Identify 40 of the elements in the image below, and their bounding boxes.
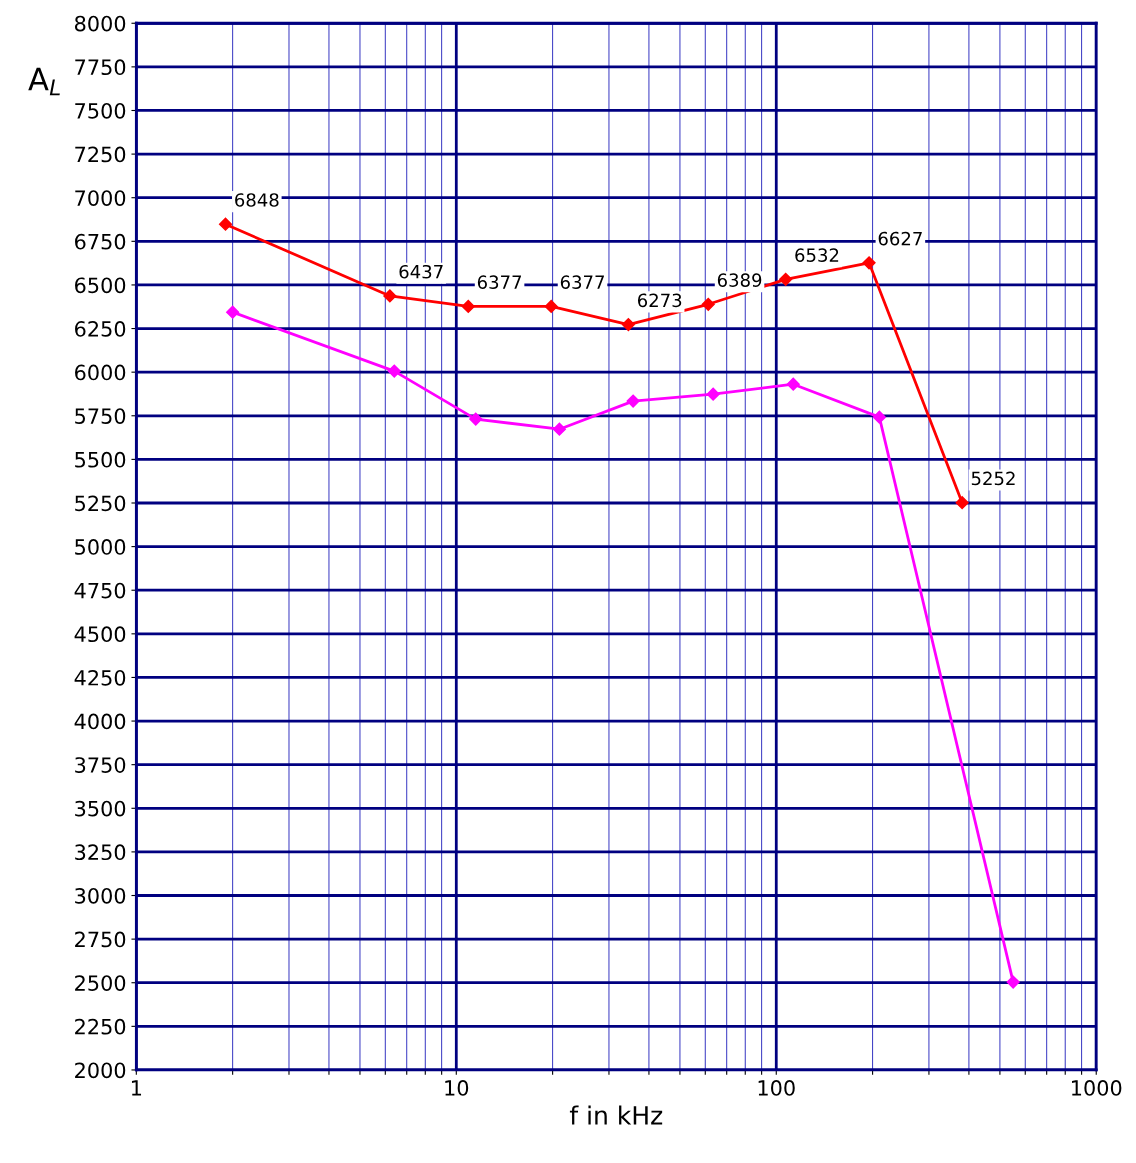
y-tick-label: 8000: [74, 15, 126, 32]
y-tick-label: 6250: [75, 321, 126, 337]
data-label: 6377: [477, 275, 522, 290]
y-axis-title: A$_{L}$: [28, 67, 60, 96]
data-label: 6273: [637, 293, 682, 308]
y-tick-label: 3000: [75, 887, 126, 904]
data-label: 6848: [235, 193, 279, 207]
data-label: 6437: [399, 264, 443, 279]
y-tick-label: 2750: [75, 931, 126, 948]
y-tick-label: 2250: [75, 1018, 126, 1035]
y-tick-label: 5750: [75, 408, 126, 424]
y-tick-label: 5250: [75, 495, 126, 512]
y-tick-label: 7750: [75, 59, 126, 76]
y-tick-label: 2500: [75, 975, 126, 991]
x-axis-title: f in kHz: [569, 1105, 663, 1125]
y-tick-label: 4000: [74, 713, 126, 730]
data-label: 5252: [971, 471, 1015, 486]
y-tick-label: 5000: [75, 539, 126, 555]
data-label: 6627: [878, 231, 922, 246]
y-tick-label: 5500: [75, 451, 126, 468]
y-tick-label: 4750: [74, 582, 126, 599]
data-label: 6377: [560, 275, 604, 290]
y-tick-label: 2000: [75, 1062, 126, 1079]
x-tick-label: 1: [131, 1080, 142, 1096]
y-tick-label: 6500: [75, 277, 126, 294]
y-tick-label: 3250: [75, 844, 126, 861]
y-tick-label: 6000: [75, 364, 126, 381]
x-tick-label: 100: [758, 1080, 795, 1096]
y-tick-label: 7250: [75, 146, 126, 163]
y-tick-label: 3500: [75, 800, 126, 817]
y-tick-label: 3750: [75, 757, 126, 773]
y-tick-label: 4500: [74, 626, 126, 643]
y-tick-label: 7500: [75, 102, 126, 119]
y-tick-label: 4250: [74, 669, 126, 686]
y-tick-label: 7000: [75, 190, 126, 206]
data-label: 6389: [717, 273, 762, 287]
data-label: 6532: [795, 248, 839, 262]
y-tick-label: 6750: [75, 233, 126, 250]
x-tick-label: 1000: [1072, 1080, 1122, 1096]
x-tick-label: 10: [445, 1080, 469, 1096]
